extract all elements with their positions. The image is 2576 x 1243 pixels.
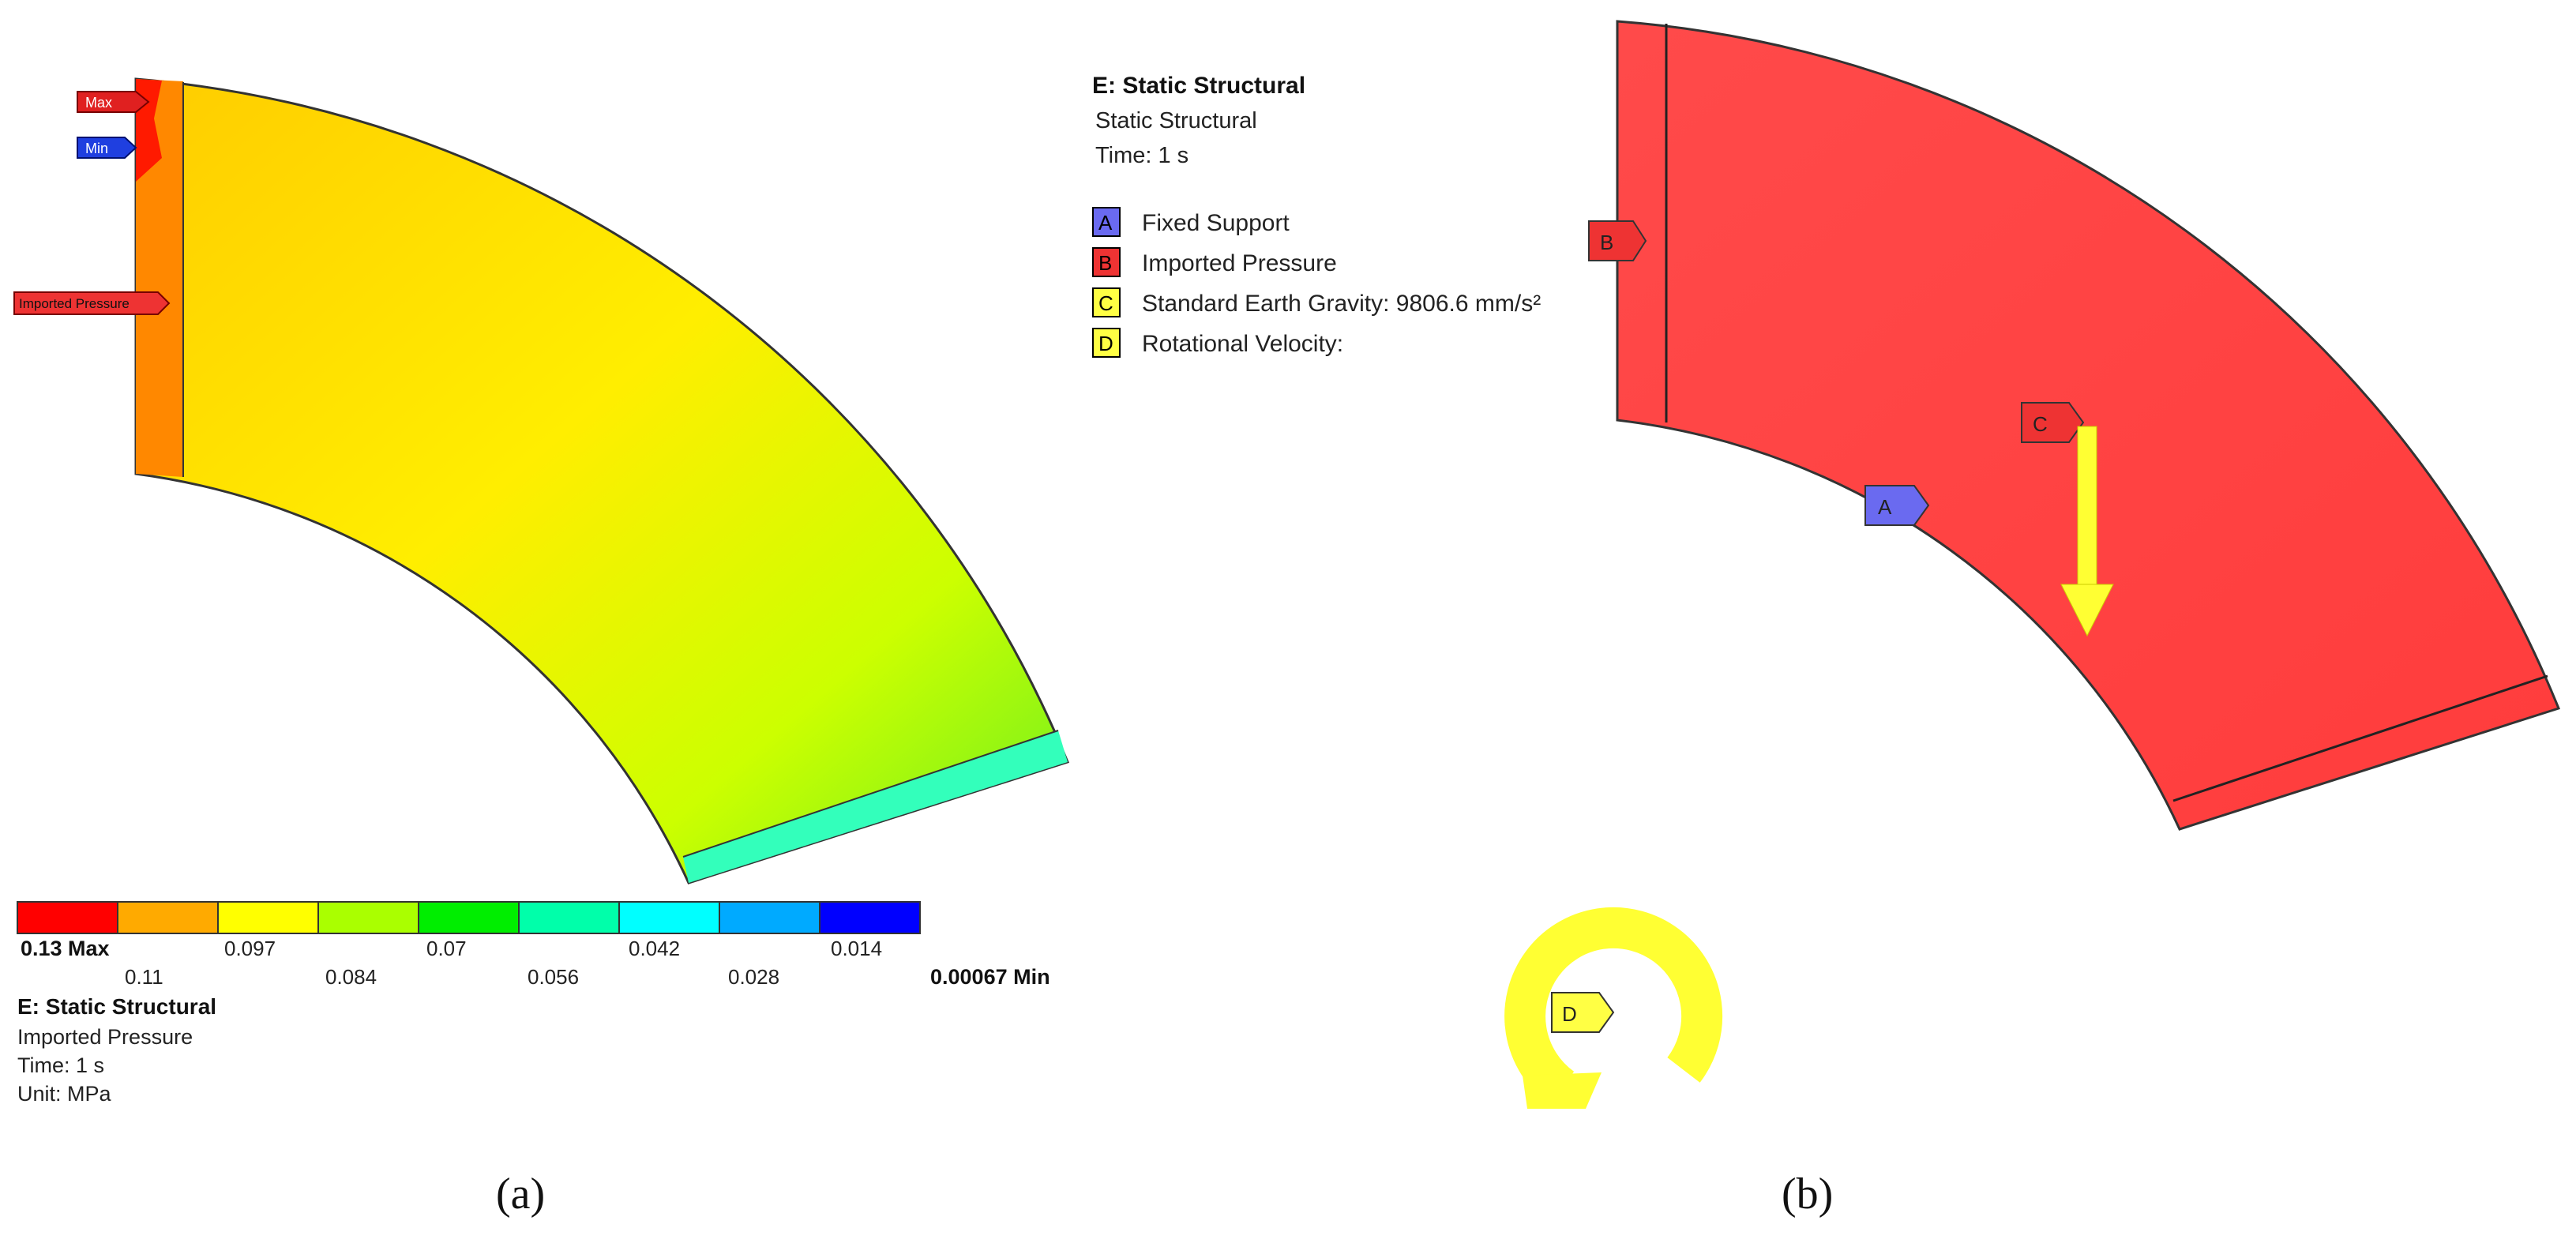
colorbar-segment bbox=[117, 901, 219, 934]
colorbar-tick-upper-3: 0.042 bbox=[629, 937, 680, 960]
colorbar-segment bbox=[217, 901, 319, 934]
model-body[interactable] bbox=[1616, 20, 2560, 831]
legend-letter-c: C bbox=[1098, 291, 1113, 315]
tag-c-letter: C bbox=[2033, 412, 2048, 436]
imported-pressure-tag-label: Imported Pressure bbox=[19, 296, 130, 311]
colorbar-tick-lower-1: 0.11 bbox=[125, 965, 163, 989]
colorbar-segment bbox=[317, 901, 419, 934]
rotational-velocity-tag-d[interactable]: D bbox=[1551, 992, 1615, 1033]
legend-label-d: Rotational Velocity: bbox=[1142, 331, 1343, 357]
colorbar-tick-upper-4: 0.014 bbox=[831, 937, 882, 960]
model-division-right bbox=[2172, 674, 2548, 802]
legend-entry-a[interactable]: A Fixed Support bbox=[1092, 207, 1290, 237]
gravity-arrow-icon bbox=[2060, 426, 2114, 637]
max-probe-tag[interactable]: Max bbox=[77, 91, 150, 113]
caption-b: (b) bbox=[1782, 1170, 1833, 1219]
legend-letter-d: D bbox=[1098, 332, 1113, 355]
analysis-subtitle: Static Structural bbox=[1095, 108, 1257, 133]
legend-label-a: Fixed Support bbox=[1142, 210, 1290, 236]
colorbar-segment bbox=[719, 901, 820, 934]
result-time: Time: 1 s bbox=[17, 1053, 104, 1077]
legend-entry-b[interactable]: B Imported Pressure bbox=[1092, 247, 1337, 277]
legend-letter-b: B bbox=[1098, 251, 1112, 275]
pressure-face-strip bbox=[136, 79, 183, 477]
legend-entry-d[interactable]: D Rotational Velocity: bbox=[1092, 328, 1343, 358]
legend-entry-c[interactable]: C Standard Earth Gravity: 9806.6 mm/s² bbox=[1092, 287, 1541, 317]
colorbar-tick-lower-2: 0.084 bbox=[325, 965, 377, 989]
fixed-support-tag-a[interactable]: A bbox=[1864, 485, 1930, 526]
colorbar-segment bbox=[518, 901, 620, 934]
caption-a: (a) bbox=[496, 1170, 545, 1219]
rotation-arrow-icon bbox=[1504, 907, 1723, 1109]
min-tag-label: Min bbox=[85, 141, 108, 156]
analysis-title: E: Static Structural bbox=[1092, 73, 1305, 99]
colorbar-tick-lower-4: 0.028 bbox=[728, 965, 779, 989]
imported-pressure-tag[interactable]: Imported Pressure bbox=[13, 291, 171, 315]
pressure-tag-b[interactable]: B bbox=[1588, 220, 1647, 261]
panel-a: Max Min Imported Pressure 0.13 Max 0.000… bbox=[13, 77, 1070, 1219]
colorbar-segment bbox=[618, 901, 720, 934]
colorbar-tick-lower-3: 0.056 bbox=[528, 965, 579, 989]
contour-body[interactable] bbox=[134, 77, 1070, 884]
colorbar-tick-upper-1: 0.097 bbox=[224, 937, 276, 960]
colorbar bbox=[17, 901, 921, 934]
end-band bbox=[683, 730, 1068, 883]
max-tag-label: Max bbox=[85, 95, 112, 111]
colorbar-tick-upper-2: 0.07 bbox=[426, 937, 467, 960]
panel-b: E: Static Structural Static Structural T… bbox=[1092, 20, 2560, 1219]
colorbar-max-label: 0.13 Max bbox=[21, 937, 110, 960]
tag-b-letter: B bbox=[1600, 231, 1613, 254]
tag-d-letter: D bbox=[1562, 1002, 1577, 1026]
result-type: Imported Pressure bbox=[17, 1025, 193, 1049]
division-line-right bbox=[682, 730, 1059, 858]
legend-label-b: Imported Pressure bbox=[1142, 250, 1337, 276]
analysis-time: Time: 1 s bbox=[1095, 143, 1188, 168]
colorbar-segment bbox=[17, 901, 118, 934]
legend-label-c: Standard Earth Gravity: 9806.6 mm/s² bbox=[1142, 291, 1541, 317]
colorbar-min-label: 0.00067 Min bbox=[930, 965, 1050, 989]
legend-letter-a: A bbox=[1098, 211, 1113, 235]
result-unit: Unit: MPa bbox=[17, 1082, 112, 1106]
colorbar-segment bbox=[418, 901, 520, 934]
tag-a-letter: A bbox=[1878, 495, 1892, 519]
colorbar-segment bbox=[819, 901, 921, 934]
min-probe-tag[interactable]: Min bbox=[77, 137, 137, 159]
gravity-tag-c[interactable]: C bbox=[2021, 402, 2085, 443]
result-title: E: Static Structural bbox=[17, 994, 216, 1019]
